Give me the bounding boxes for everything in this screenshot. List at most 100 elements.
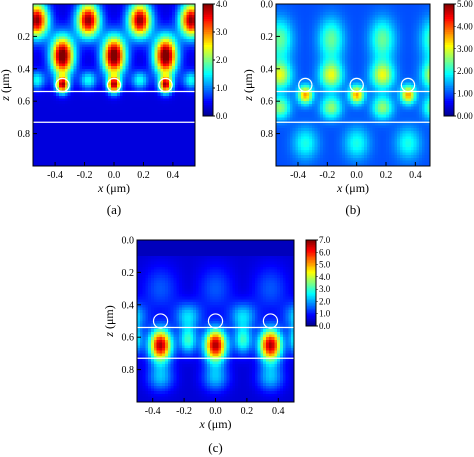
heatmap-cell [73, 93, 77, 97]
heatmap-cell [137, 103, 141, 108]
heatmap-cell [35, 31, 40, 35]
heatmap-cell [70, 85, 75, 89]
heatmap-cell [186, 71, 190, 75]
heatmap-cell [322, 76, 327, 81]
heatmap-cell [168, 144, 173, 148]
heatmap-cell [383, 36, 387, 40]
heatmap-cell [108, 101, 112, 105]
heatmap-cell [394, 36, 398, 40]
heatmap-cell [276, 39, 280, 43]
heatmap-cell [102, 58, 106, 62]
heatmap-cell [145, 41, 150, 46]
heatmap-cell [76, 152, 80, 156]
heatmap-cell [64, 68, 69, 73]
heatmap-cell [322, 60, 327, 64]
heatmap-cell [154, 33, 158, 37]
heatmap-cell [336, 33, 340, 37]
heatmap-cell [336, 60, 340, 64]
heatmap-cell [276, 47, 280, 51]
heatmap-cell [394, 44, 398, 48]
heatmap-cell [192, 31, 196, 35]
heatmap-cell [35, 39, 40, 43]
heatmap-cell [102, 147, 106, 151]
heatmap-cell [163, 25, 167, 29]
heatmap-cell [114, 106, 118, 110]
heatmap-cell [306, 71, 310, 75]
heatmap-cell [140, 20, 144, 24]
heatmap-cell [148, 68, 153, 73]
heatmap-cell [298, 47, 302, 51]
heatmap-cell [105, 9, 109, 13]
heatmap-cell [163, 4, 167, 8]
heatmap-cell [380, 17, 384, 21]
heatmap-cell [122, 66, 127, 70]
heatmap-cell [93, 63, 98, 67]
heatmap-cell [125, 155, 130, 159]
heatmap-cell [105, 41, 109, 46]
heatmap-cell [131, 144, 135, 148]
heatmap-cell [369, 71, 373, 75]
heatmap-cell [134, 95, 138, 100]
heatmap-cell [306, 44, 310, 48]
heatmap-cell [163, 60, 167, 64]
heatmap-cell [122, 144, 127, 148]
heatmap-cell [289, 9, 294, 13]
heatmap-cell [284, 41, 288, 46]
heatmap-cell [166, 33, 170, 37]
heatmap-cell [276, 25, 280, 29]
heatmap-cell [342, 33, 346, 37]
heatmap-cell [140, 103, 144, 108]
heatmap-cell [391, 60, 395, 64]
heatmap-cell [377, 41, 382, 46]
heatmap-cell [421, 55, 426, 59]
heatmap-cell [67, 152, 72, 156]
heatmap-cell [102, 6, 106, 10]
heatmap-cell [427, 68, 431, 73]
heatmap-cell [160, 20, 164, 24]
heatmap-cell [38, 149, 43, 154]
heatmap-cell [134, 130, 138, 135]
heatmap-cell [76, 93, 80, 97]
heatmap-cell [142, 20, 147, 24]
heatmap-cell [331, 39, 335, 43]
heatmap-cell [281, 74, 285, 78]
heatmap-cell [183, 68, 187, 73]
heatmap-cell [419, 17, 423, 21]
heatmap-cell [134, 47, 138, 51]
heatmap-cell [105, 136, 109, 140]
heatmap-cell [41, 155, 46, 159]
heatmap-cell [122, 139, 127, 143]
heatmap-cell [59, 28, 63, 32]
heatmap-cell [320, 28, 324, 32]
heatmap-cell [82, 14, 86, 19]
heatmap-cell [171, 87, 176, 91]
heatmap-cell [111, 52, 115, 56]
heatmap-cell [148, 9, 153, 13]
heatmap-cell [128, 122, 132, 127]
heatmap-cell [44, 125, 49, 129]
heatmap-cell [79, 63, 83, 67]
heatmap-cell [99, 82, 104, 86]
heatmap-cell [70, 114, 75, 118]
heatmap-cell [148, 52, 153, 56]
heatmap-cell [119, 155, 124, 159]
heatmap-cell [344, 33, 349, 37]
heatmap-cell [134, 106, 138, 110]
heatmap-cell [391, 41, 395, 46]
heatmap-cell [314, 76, 318, 81]
heatmap-cell [369, 9, 373, 13]
heatmap-cell [380, 52, 384, 56]
heatmap-cell [33, 141, 37, 145]
heatmap-cell [61, 58, 66, 62]
heatmap-cell [140, 66, 144, 70]
heatmap-cell [157, 101, 161, 105]
heatmap-cell [70, 160, 75, 164]
heatmap-cell [140, 155, 144, 159]
heatmap-cell [44, 20, 49, 24]
heatmap-cell [171, 157, 176, 162]
heatmap-cell [317, 49, 321, 54]
heatmap-cell [108, 55, 112, 59]
heatmap-cell [284, 71, 288, 75]
heatmap-cell [364, 66, 368, 70]
heatmap-cell [85, 55, 89, 59]
